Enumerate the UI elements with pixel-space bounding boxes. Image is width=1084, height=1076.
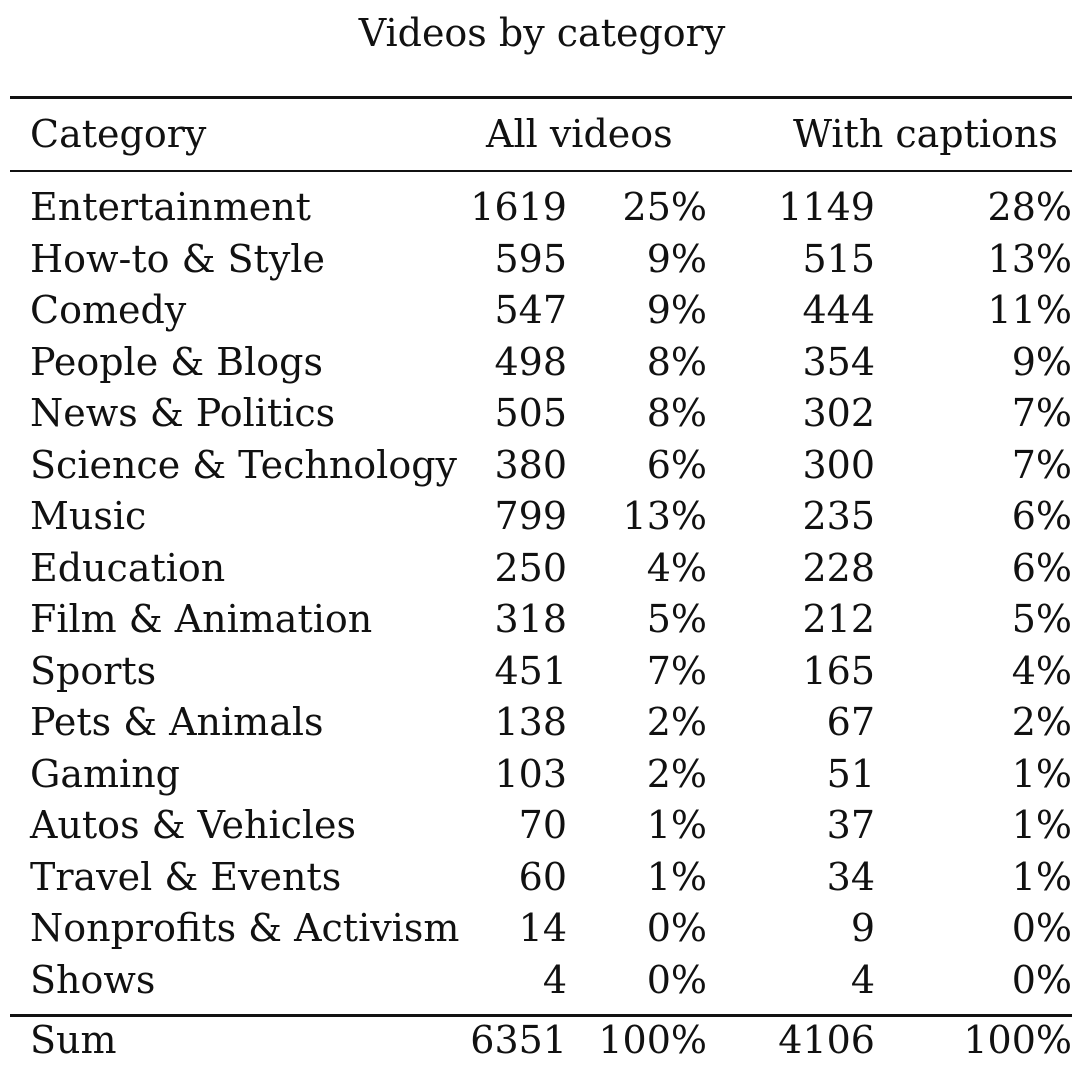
- captioned-percent-cell: 2%: [1011, 700, 1072, 744]
- all-videos-percent-cell: 7%: [646, 649, 707, 693]
- captioned-count-cell: 67: [826, 700, 875, 744]
- all-videos-count-cell: 318: [494, 597, 567, 641]
- captioned-count-cell: 302: [802, 391, 875, 435]
- category-cell: Film & Animation: [30, 597, 373, 641]
- all-videos-percent-cell: 6%: [646, 443, 707, 487]
- all-videos-count-cell: 6351: [470, 1018, 567, 1062]
- captioned-percent-cell: 1%: [1011, 803, 1072, 847]
- captioned-percent-cell: 6%: [1011, 546, 1072, 590]
- all-videos-count-cell: 14: [518, 906, 567, 950]
- captioned-percent-cell: 0%: [1011, 906, 1072, 950]
- all-videos-count-cell: 103: [494, 752, 567, 796]
- all-videos-percent-cell: 100%: [598, 1018, 707, 1062]
- all-videos-count-cell: 451: [494, 649, 567, 693]
- header-rule: [10, 170, 1072, 172]
- all-videos-count-cell: 4: [542, 958, 567, 1002]
- captioned-percent-cell: 13%: [987, 237, 1072, 281]
- captioned-percent-cell: 7%: [1011, 391, 1072, 435]
- captioned-count-cell: 212: [802, 597, 875, 641]
- all-videos-count-cell: 498: [494, 340, 567, 384]
- captioned-percent-cell: 6%: [1011, 494, 1072, 538]
- all-videos-count-cell: 138: [494, 700, 567, 744]
- category-cell: How-to & Style: [30, 237, 325, 281]
- category-cell: Sum: [30, 1018, 117, 1062]
- all-videos-percent-cell: 9%: [646, 237, 707, 281]
- category-cell: Comedy: [30, 288, 187, 332]
- captioned-count-cell: 4: [850, 958, 875, 1002]
- captioned-count-cell: 444: [802, 288, 875, 332]
- all-videos-count-cell: 380: [494, 443, 567, 487]
- captioned-count-cell: 1149: [778, 185, 875, 229]
- all-videos-count-cell: 799: [494, 494, 567, 538]
- captioned-percent-cell: 1%: [1011, 855, 1072, 899]
- captioned-count-cell: 34: [826, 855, 875, 899]
- category-cell: Education: [30, 546, 226, 590]
- all-videos-percent-cell: 2%: [646, 752, 707, 796]
- category-cell: Science & Technology: [30, 443, 457, 487]
- category-cell: Sports: [30, 649, 157, 693]
- captioned-count-cell: 300: [802, 443, 875, 487]
- captioned-count-cell: 9: [850, 906, 875, 950]
- captioned-percent-cell: 9%: [1011, 340, 1072, 384]
- captioned-count-cell: 515: [802, 237, 875, 281]
- all-videos-percent-cell: 4%: [646, 546, 707, 590]
- all-videos-percent-cell: 13%: [622, 494, 707, 538]
- all-videos-count-cell: 250: [494, 546, 567, 590]
- captioned-percent-cell: 4%: [1011, 649, 1072, 693]
- all-videos-percent-cell: 1%: [646, 855, 707, 899]
- captioned-count-cell: 354: [802, 340, 875, 384]
- all-videos-percent-cell: 9%: [646, 288, 707, 332]
- category-cell: Gaming: [30, 752, 180, 796]
- all-videos-count-cell: 70: [518, 803, 567, 847]
- table-caption: Videos by category: [358, 11, 726, 55]
- all-videos-count-cell: 595: [494, 237, 567, 281]
- captioned-count-cell: 37: [826, 803, 875, 847]
- all-videos-count-cell: 505: [494, 391, 567, 435]
- captioned-percent-cell: 7%: [1011, 443, 1072, 487]
- category-cell: Music: [30, 494, 147, 538]
- all-videos-percent-cell: 0%: [646, 958, 707, 1002]
- captioned-count-cell: 4106: [778, 1018, 875, 1062]
- category-cell: Nonprofits & Activism: [30, 906, 460, 950]
- captioned-percent-cell: 0%: [1011, 958, 1072, 1002]
- captioned-count-cell: 51: [826, 752, 875, 796]
- top-rule: [10, 96, 1072, 99]
- category-cell: Shows: [30, 958, 156, 1002]
- all-videos-count-cell: 60: [518, 855, 567, 899]
- category-cell: People & Blogs: [30, 340, 323, 384]
- category-cell: Autos & Vehicles: [30, 803, 357, 847]
- category-cell: News & Politics: [30, 391, 336, 435]
- category-cell: Travel & Events: [30, 855, 342, 899]
- header-category: Category: [30, 112, 207, 156]
- category-cell: Pets & Animals: [30, 700, 324, 744]
- all-videos-percent-cell: 25%: [622, 185, 707, 229]
- all-videos-count-cell: 1619: [470, 185, 567, 229]
- captioned-count-cell: 235: [802, 494, 875, 538]
- all-videos-percent-cell: 0%: [646, 906, 707, 950]
- captioned-percent-cell: 28%: [987, 185, 1072, 229]
- all-videos-percent-cell: 8%: [646, 391, 707, 435]
- all-videos-percent-cell: 8%: [646, 340, 707, 384]
- captioned-count-cell: 165: [802, 649, 875, 693]
- captioned-percent-cell: 11%: [987, 288, 1072, 332]
- all-videos-percent-cell: 2%: [646, 700, 707, 744]
- all-videos-percent-cell: 5%: [646, 597, 707, 641]
- captioned-count-cell: 228: [802, 546, 875, 590]
- all-videos-percent-cell: 1%: [646, 803, 707, 847]
- header-all-videos: All videos: [486, 112, 673, 156]
- category-cell: Entertainment: [30, 185, 311, 229]
- captioned-percent-cell: 100%: [963, 1018, 1072, 1062]
- captioned-percent-cell: 5%: [1011, 597, 1072, 641]
- captioned-percent-cell: 1%: [1011, 752, 1072, 796]
- header-with-captions: With captions: [793, 112, 1058, 156]
- all-videos-count-cell: 547: [494, 288, 567, 332]
- total-rule: [10, 1014, 1072, 1017]
